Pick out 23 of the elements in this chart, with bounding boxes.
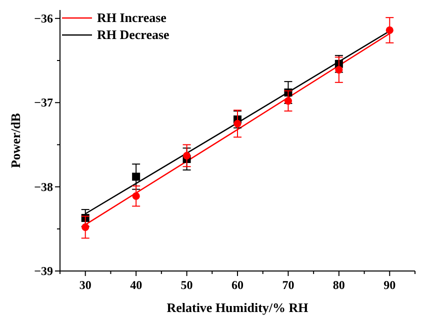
x-tick-label: 40 bbox=[130, 278, 142, 292]
y-tick-label: −37 bbox=[34, 96, 53, 110]
point bbox=[132, 172, 140, 181]
point bbox=[335, 66, 343, 74]
x-tick-label: 70 bbox=[282, 278, 294, 292]
y-tick-label: −39 bbox=[34, 264, 53, 278]
legend-label: RH Increase bbox=[97, 10, 167, 25]
x-axis-title: Relative Humidity/% RH bbox=[166, 300, 308, 315]
x-tick-label: 90 bbox=[384, 278, 396, 292]
y-tick-label: −36 bbox=[34, 11, 53, 26]
point bbox=[132, 192, 140, 200]
y-axis-title: Power/dB bbox=[8, 112, 23, 168]
point bbox=[182, 152, 191, 160]
point bbox=[386, 26, 394, 34]
point bbox=[284, 97, 292, 105]
y-tick-label: −38 bbox=[34, 180, 53, 194]
x-tick-label: 30 bbox=[79, 278, 92, 292]
x-tick-label: 80 bbox=[332, 278, 345, 292]
x-tick-label: 60 bbox=[232, 278, 244, 292]
x-tick-label: 50 bbox=[180, 278, 193, 292]
legend-label: RH Decrease bbox=[97, 27, 170, 42]
point bbox=[82, 223, 90, 232]
point bbox=[234, 120, 242, 128]
